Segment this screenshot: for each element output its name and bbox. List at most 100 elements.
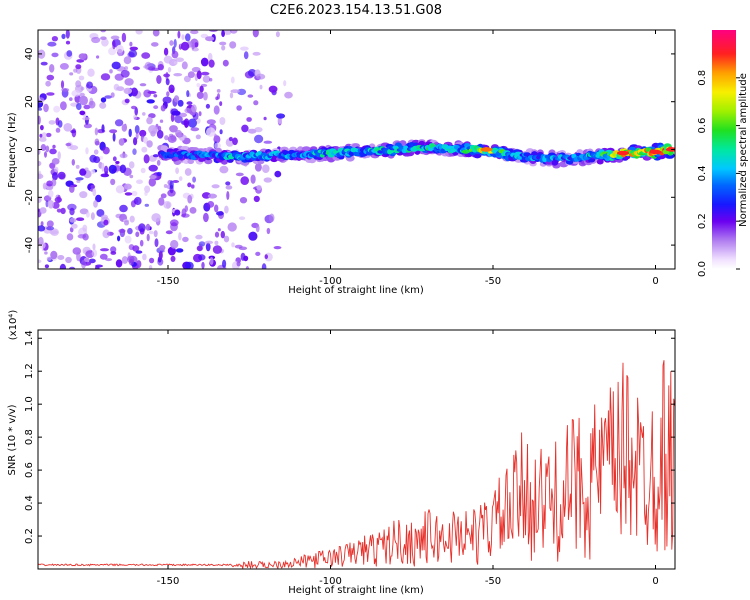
noise-blob: [227, 222, 237, 232]
noise-blob: [51, 178, 57, 187]
noise-blob: [273, 246, 282, 250]
noise-blob: [133, 114, 138, 121]
noise-blob: [240, 176, 249, 186]
ridge-blob: [596, 158, 604, 165]
noise-blob: [181, 34, 185, 40]
noise-blob: [93, 149, 99, 155]
noise-blob: [112, 132, 116, 142]
noise-blob: [86, 81, 93, 89]
noise-blob: [213, 105, 220, 115]
noise-blob: [60, 80, 65, 89]
noise-blob: [226, 191, 230, 200]
noise-blob: [115, 161, 120, 164]
colorbar-tick-label: 0.2: [697, 213, 708, 229]
ridge-blob: [187, 159, 194, 165]
noise-blob: [100, 73, 111, 81]
noise-blob: [83, 104, 91, 110]
noise-blob: [102, 146, 110, 155]
noise-blob: [99, 253, 108, 260]
noise-blob: [181, 61, 188, 70]
noise-blob: [175, 167, 180, 174]
noise-blob: [78, 53, 87, 60]
noise-blob: [86, 211, 90, 218]
noise-blob: [103, 219, 109, 226]
noise-blob: [205, 36, 215, 42]
noise-blob: [240, 46, 249, 51]
noise-blob: [88, 100, 96, 109]
noise-blob: [76, 217, 85, 221]
noise-blob: [57, 255, 65, 260]
noise-blob: [50, 250, 58, 260]
spectrogram-x-ticks: -150 -100 -50 0: [157, 30, 659, 287]
noise-blob: [119, 164, 127, 174]
noise-blob: [192, 176, 197, 183]
noise-blob: [252, 30, 259, 38]
noise-blob: [112, 156, 117, 162]
noise-blob: [129, 215, 135, 223]
snr-x-ticks: -150 -100 -50 0: [157, 330, 659, 587]
noise-blob: [121, 256, 128, 264]
noise-blob: [65, 142, 72, 147]
noise-blob: [284, 91, 293, 99]
noise-blob: [217, 228, 221, 232]
noise-blob: [229, 136, 233, 142]
noise-blob: [186, 90, 190, 98]
ridge-blob: [198, 156, 206, 162]
spectrogram-x-label: Height of straight line (km): [288, 285, 424, 296]
noise-blob: [169, 219, 179, 227]
noise-blob: [49, 64, 55, 73]
noise-blob: [154, 238, 159, 248]
noise-blob: [180, 213, 190, 218]
noise-blob: [216, 211, 224, 216]
noise-blob: [99, 102, 107, 109]
noise-blob: [79, 168, 87, 176]
noise-blob: [45, 200, 49, 208]
y-tick-label: 0.6: [24, 462, 35, 478]
noise-blob: [75, 164, 80, 169]
noise-blob: [130, 87, 138, 97]
noise-blob: [276, 113, 286, 119]
snr-x-label: Height of straight line (km): [288, 585, 424, 596]
noise-blob: [40, 144, 47, 151]
colorbar-tick-label: 0.4: [697, 165, 708, 181]
x-tick-label: 0: [652, 276, 658, 287]
noise-blob: [195, 134, 201, 140]
noise-blob: [186, 101, 193, 105]
noise-blob: [195, 234, 203, 240]
noise-blob: [151, 42, 159, 47]
noise-blob: [214, 142, 221, 150]
noise-blob: [143, 136, 148, 144]
noise-blob: [91, 36, 101, 44]
noise-blob: [245, 266, 250, 269]
noise-blob: [236, 105, 242, 111]
y-tick-label: -40: [24, 237, 35, 253]
ridge-blob: [204, 158, 213, 165]
noise-blob: [183, 75, 191, 83]
spectrogram-y-label: Frequency (Hz): [7, 112, 18, 188]
noise-blob: [90, 169, 96, 175]
noise-blob: [252, 51, 261, 56]
noise-blob: [191, 104, 197, 113]
noise-blob: [196, 91, 204, 100]
noise-blob: [111, 61, 121, 70]
noise-blob: [222, 59, 229, 67]
noise-blob: [153, 230, 158, 238]
noise-blob: [229, 41, 237, 49]
noise-blob: [157, 258, 164, 266]
noise-blob: [169, 125, 178, 133]
noise-blob: [124, 192, 133, 196]
snr-line: [38, 360, 675, 569]
noise-blob: [101, 124, 105, 133]
figure-title: C2E6.2023.154.13.51.G08: [270, 3, 442, 18]
noise-blob: [156, 75, 162, 84]
noise-blob: [99, 155, 104, 160]
noise-blob: [46, 256, 52, 261]
noise-blob: [190, 30, 199, 35]
noise-blob: [61, 88, 70, 92]
noise-blob: [38, 148, 41, 155]
noise-blob: [73, 68, 78, 73]
noise-blob: [110, 178, 116, 186]
noise-blob: [224, 30, 229, 36]
noise-blob: [153, 105, 159, 110]
noise-blob: [38, 160, 42, 167]
